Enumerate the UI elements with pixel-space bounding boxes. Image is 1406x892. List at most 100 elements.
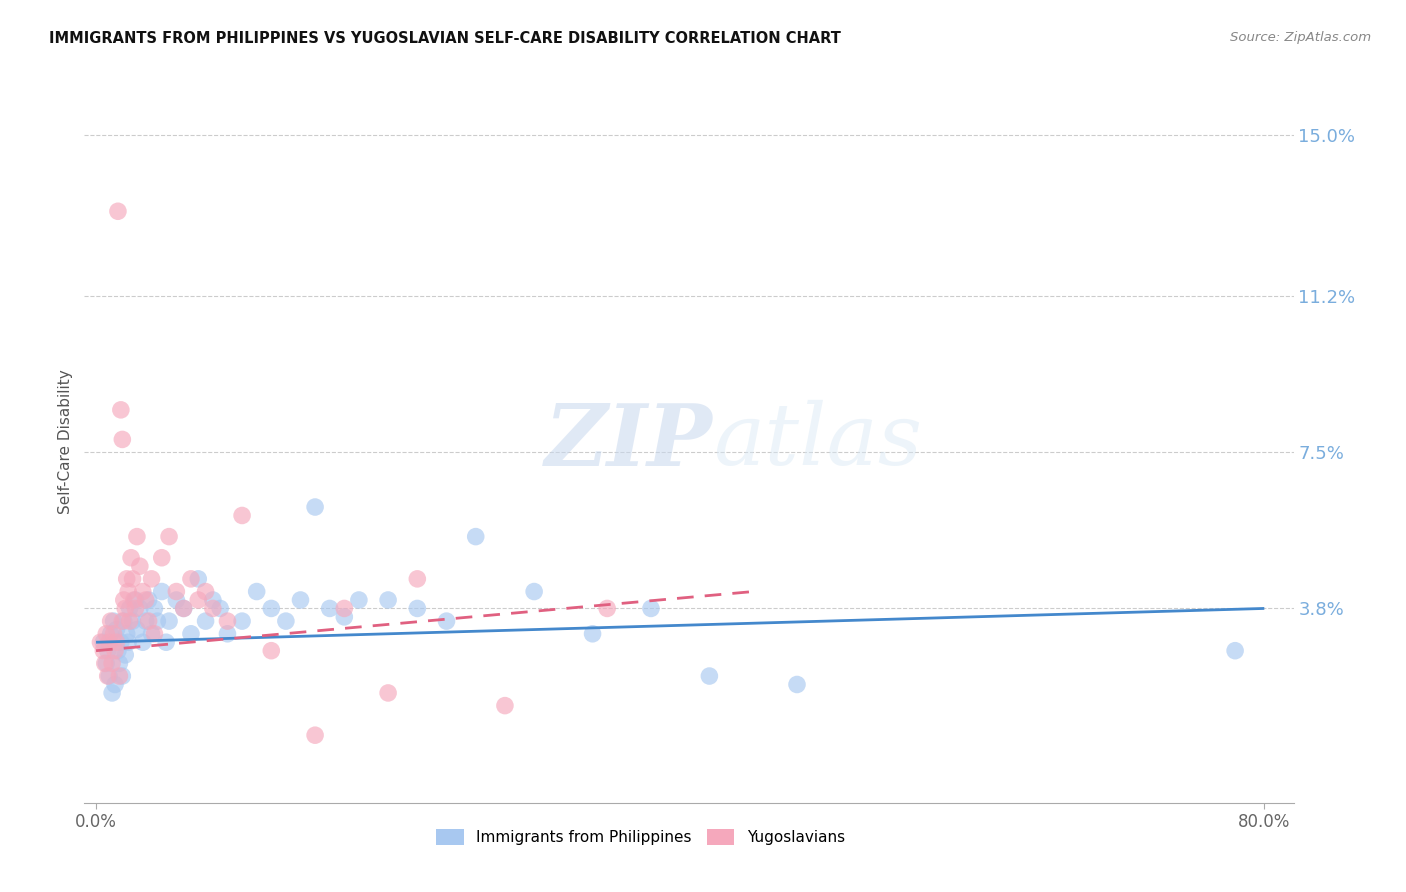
Point: [150, 584, 173, 599]
Point: [155, 635, 177, 649]
Point: [304, 728, 326, 742]
Point: [274, 614, 297, 628]
Point: [128, 559, 150, 574]
Point: [138, 593, 160, 607]
Point: [100, 627, 122, 641]
Point: [107, 204, 129, 219]
Point: [150, 550, 173, 565]
Point: [260, 601, 283, 615]
Point: [94, 657, 117, 671]
Point: [246, 584, 269, 599]
Point: [290, 593, 312, 607]
Point: [494, 698, 516, 713]
Point: [165, 584, 187, 599]
Point: [111, 669, 134, 683]
Point: [187, 572, 209, 586]
Point: [581, 627, 603, 641]
Point: [173, 601, 195, 615]
Point: [112, 593, 135, 607]
Point: [121, 572, 143, 586]
Point: [111, 614, 134, 628]
Point: [217, 627, 239, 641]
Point: [640, 601, 662, 615]
Point: [436, 614, 458, 628]
Point: [108, 669, 131, 683]
Point: [93, 635, 115, 649]
Point: [180, 572, 202, 586]
Point: [333, 601, 356, 615]
Point: [93, 643, 115, 657]
Point: [124, 601, 146, 615]
Text: Source: ZipAtlas.com: Source: ZipAtlas.com: [1230, 31, 1371, 45]
Point: [138, 614, 160, 628]
Point: [464, 530, 486, 544]
Point: [132, 635, 155, 649]
Point: [406, 572, 429, 586]
Point: [165, 593, 187, 607]
Point: [110, 635, 132, 649]
Legend: Immigrants from Philippines, Yugoslavians: Immigrants from Philippines, Yugoslavian…: [429, 822, 852, 853]
Point: [347, 593, 370, 607]
Point: [377, 686, 399, 700]
Point: [125, 623, 148, 637]
Point: [101, 657, 124, 671]
Point: [333, 610, 356, 624]
Point: [173, 601, 195, 615]
Point: [143, 601, 166, 615]
Point: [157, 614, 180, 628]
Point: [304, 500, 326, 514]
Point: [201, 593, 224, 607]
Y-axis label: Self-Care Disability: Self-Care Disability: [58, 369, 73, 514]
Point: [110, 402, 132, 417]
Point: [117, 635, 139, 649]
Point: [121, 614, 143, 628]
Point: [194, 614, 217, 628]
Point: [104, 677, 127, 691]
Point: [377, 593, 399, 607]
Point: [96, 627, 118, 641]
Point: [194, 584, 217, 599]
Point: [124, 593, 146, 607]
Point: [100, 614, 122, 628]
Point: [115, 572, 138, 586]
Point: [209, 601, 232, 615]
Text: IMMIGRANTS FROM PHILIPPINES VS YUGOSLAVIAN SELF-CARE DISABILITY CORRELATION CHAR: IMMIGRANTS FROM PHILIPPINES VS YUGOSLAVI…: [49, 31, 841, 46]
Point: [141, 627, 163, 641]
Point: [523, 584, 546, 599]
Point: [596, 601, 619, 615]
Point: [135, 593, 157, 607]
Point: [180, 627, 202, 641]
Point: [135, 614, 157, 628]
Point: [122, 593, 145, 607]
Point: [108, 657, 131, 671]
Point: [201, 601, 224, 615]
Point: [128, 601, 150, 615]
Point: [125, 530, 148, 544]
Point: [406, 601, 429, 615]
Text: ZIP: ZIP: [546, 400, 713, 483]
Point: [260, 643, 283, 657]
Point: [96, 657, 118, 671]
Point: [107, 643, 129, 657]
Point: [786, 677, 808, 691]
Point: [699, 669, 721, 683]
Point: [105, 635, 128, 649]
Point: [101, 686, 124, 700]
Point: [118, 614, 141, 628]
Point: [103, 614, 125, 628]
Point: [117, 584, 139, 599]
Point: [118, 601, 141, 615]
Point: [98, 669, 121, 683]
Point: [97, 643, 120, 657]
Point: [114, 648, 136, 662]
Point: [143, 627, 166, 641]
Point: [318, 601, 340, 615]
Point: [115, 627, 138, 641]
Point: [114, 601, 136, 615]
Point: [157, 530, 180, 544]
Point: [112, 614, 135, 628]
Point: [97, 669, 120, 683]
Point: [1223, 643, 1246, 657]
Point: [231, 614, 253, 628]
Point: [146, 614, 169, 628]
